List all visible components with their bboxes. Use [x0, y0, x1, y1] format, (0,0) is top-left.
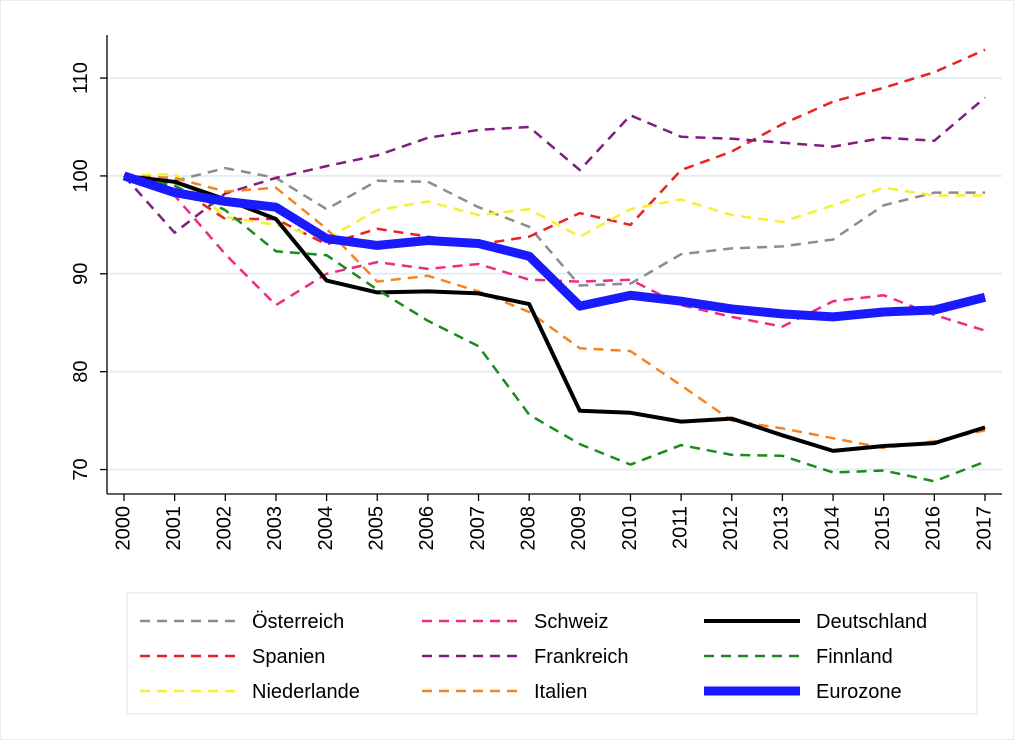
legend-label: Frankreich — [534, 646, 628, 668]
series-line — [123, 166, 985, 287]
legend-label: Österreich — [252, 611, 344, 633]
series-line — [122, 171, 987, 322]
x-tick-label: 2010 — [619, 506, 641, 551]
series-line — [123, 48, 986, 246]
x-tick-label: 2000 — [112, 506, 134, 551]
y-tick-label: 100 — [70, 159, 92, 192]
y-tick-label: 110 — [70, 62, 92, 94]
x-tick-label: 2013 — [771, 506, 793, 551]
x-tick-label: 2007 — [467, 506, 489, 551]
legend-label: Niederlande — [252, 681, 360, 703]
x-tick-label: 2003 — [264, 506, 286, 551]
y-tick-label: 80 — [70, 361, 92, 383]
x-tick-label: 2015 — [872, 506, 894, 551]
legend-label: Finnland — [816, 646, 893, 668]
legend-label: Deutschland — [816, 611, 927, 633]
series-line — [123, 174, 986, 450]
series-line — [123, 173, 986, 453]
legend-label: Eurozone — [816, 681, 902, 703]
x-tick-label: 2009 — [568, 506, 590, 551]
y-tick-label: 70 — [70, 458, 92, 480]
x-tick-label: 2006 — [416, 506, 438, 551]
legend-box — [126, 592, 978, 715]
series-line — [123, 96, 986, 234]
x-tick-label: 2001 — [163, 506, 185, 551]
series-line — [123, 174, 986, 483]
x-tick-label: 2016 — [923, 506, 945, 551]
y-tick-label: 90 — [70, 263, 92, 285]
x-tick-label: 2002 — [214, 506, 236, 551]
legend-label: Spanien — [252, 646, 325, 668]
x-tick-label: 2017 — [973, 506, 995, 551]
x-tick-label: 2011 — [669, 506, 691, 549]
x-tick-label: 2014 — [821, 506, 843, 551]
legend-label: Schweiz — [534, 611, 608, 633]
legend-label: Italien — [534, 681, 587, 703]
series-line — [123, 172, 985, 240]
x-tick-label: 2005 — [366, 506, 388, 551]
x-tick-label: 2012 — [720, 506, 742, 551]
x-tick-label: 2008 — [517, 506, 539, 551]
x-tick-label: 2004 — [315, 506, 337, 551]
